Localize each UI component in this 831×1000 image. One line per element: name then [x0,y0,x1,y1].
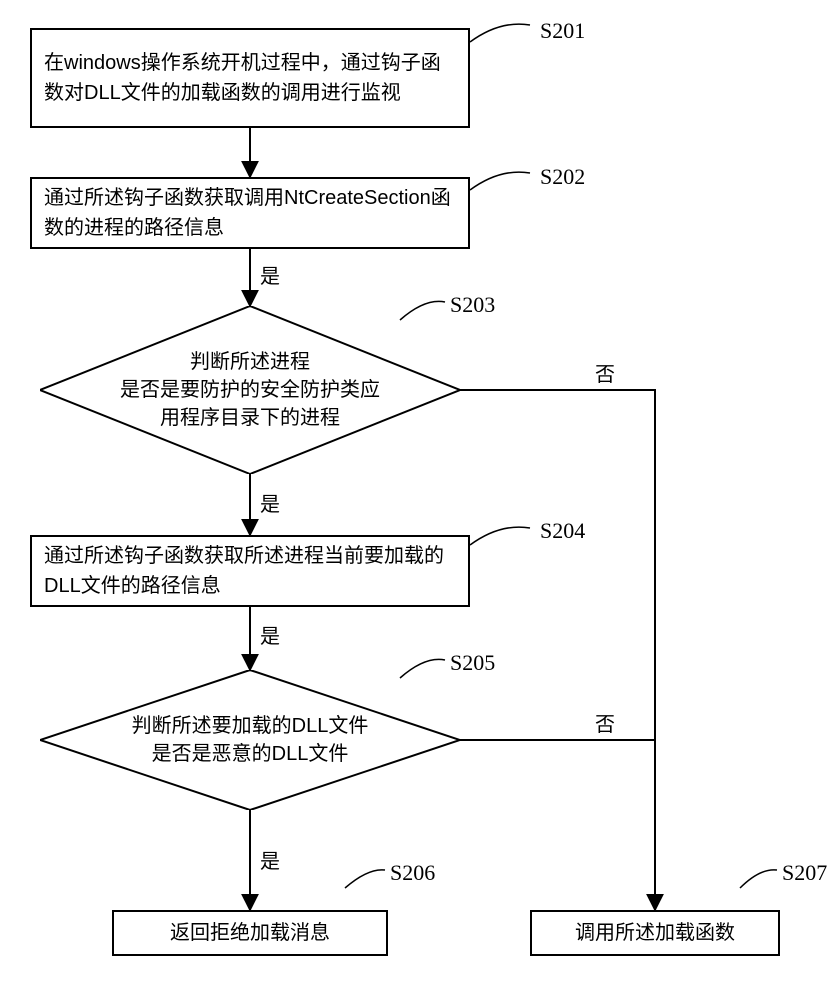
edge-label-yes-2: 是 [260,488,280,517]
label-s202: S202 [540,164,585,190]
edge-label-yes-4: 是 [260,845,280,874]
edges-overlay [0,0,831,1000]
node-s205: 判断所述要加载的DLL文件 是否是恶意的DLL文件 [40,670,460,810]
label-s205: S205 [450,650,495,676]
label-s206: S206 [390,860,435,886]
node-s205-text: 判断所述要加载的DLL文件 是否是恶意的DLL文件 [40,670,460,810]
node-s201-text: 在windows操作系统开机过程中，通过钩子函数对DLL文件的加载函数的调用进行… [44,48,456,108]
node-s204-text: 通过所述钩子函数获取所述进程当前要加载的DLL文件的路径信息 [44,541,456,601]
node-s207-text: 调用所述加载函数 [575,918,735,948]
node-s206: 返回拒绝加载消息 [112,910,388,956]
node-s202-text: 通过所述钩子函数获取调用NtCreateSection函数的进程的路径信息 [44,183,456,243]
node-s204: 通过所述钩子函数获取所述进程当前要加载的DLL文件的路径信息 [30,535,470,607]
edge-label-no-2: 否 [595,708,615,737]
label-s203: S203 [450,292,495,318]
node-s201: 在windows操作系统开机过程中，通过钩子函数对DLL文件的加载函数的调用进行… [30,28,470,128]
node-s202: 通过所述钩子函数获取调用NtCreateSection函数的进程的路径信息 [30,177,470,249]
label-s207: S207 [782,860,827,886]
node-s206-text: 返回拒绝加载消息 [170,918,330,948]
node-s203-text: 判断所述进程 是否是要防护的安全防护类应 用程序目录下的进程 [40,306,460,474]
node-s203: 判断所述进程 是否是要防护的安全防护类应 用程序目录下的进程 [40,306,460,474]
edge-label-yes-3: 是 [260,620,280,649]
label-s201: S201 [540,18,585,44]
node-s207: 调用所述加载函数 [530,910,780,956]
edge-label-yes-1: 是 [260,260,280,289]
label-s204: S204 [540,518,585,544]
edge-label-no-1: 否 [595,358,615,387]
